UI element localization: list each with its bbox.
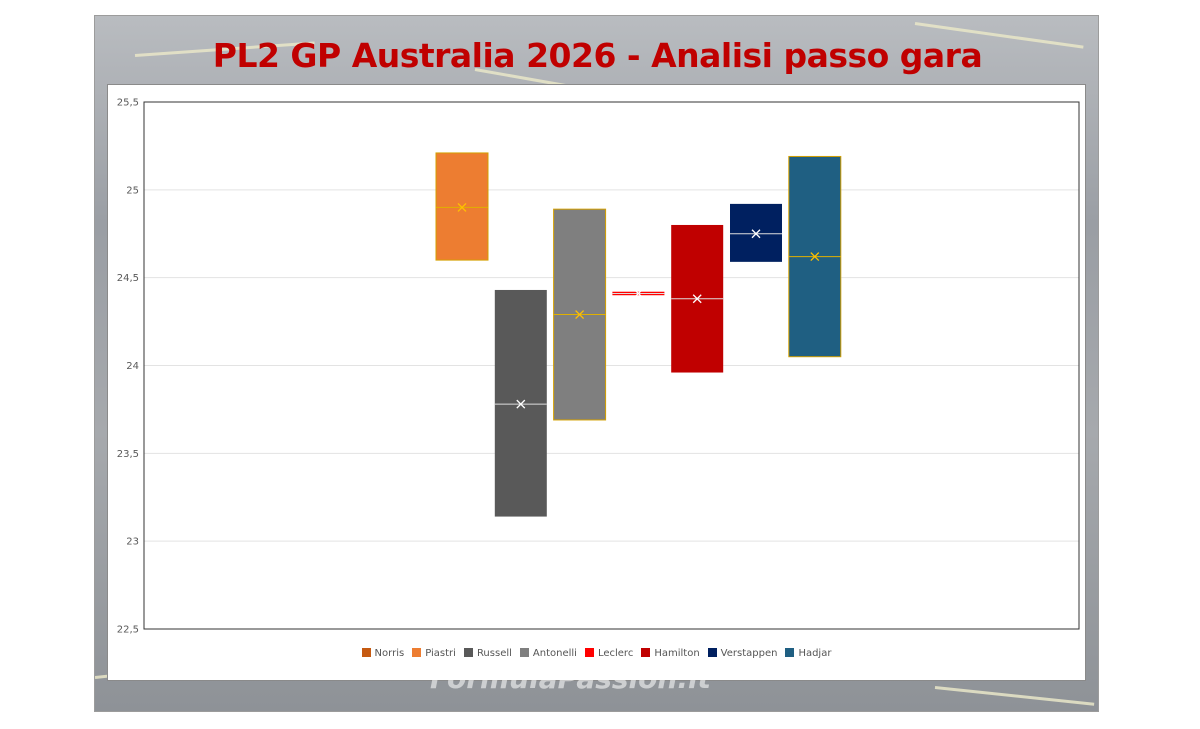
legend-label: Hamilton: [654, 648, 700, 659]
legend-label: Norris: [374, 648, 405, 659]
y-tick-label: 22,5: [117, 625, 139, 636]
y-axis: 22,5 23 23,5 24 24,5 25 25,5: [117, 98, 139, 636]
chart-frame: 22,5 23 23,5 24 24,5 25 25,5: [107, 84, 1086, 681]
legend-item-verstappen: Verstappen: [707, 648, 778, 659]
boxes-layer: [435, 152, 842, 517]
y-tick-label: 25: [126, 185, 139, 196]
legend-item-russell: Russell: [463, 648, 512, 659]
legend-label: Russell: [476, 648, 512, 659]
mean-marker-piastri: [457, 202, 467, 212]
legend-item-hadjar: Hadjar: [785, 648, 831, 659]
y-tick-label: 24,5: [117, 273, 139, 284]
mean-marker-hadjar: [810, 252, 820, 262]
legend-swatch: [463, 648, 473, 657]
legend-item-norris: Norris: [361, 648, 405, 659]
legend-swatch: [519, 648, 529, 657]
legend-swatch: [412, 648, 422, 657]
legend-swatch: [785, 648, 795, 657]
plot-area-border: [143, 101, 1080, 630]
legend-label: Piastri: [425, 648, 456, 659]
mean-marker-leclerc: [633, 289, 643, 298]
mean-marker-verstappen: [751, 229, 761, 239]
legend-label: Verstappen: [720, 648, 778, 659]
legend-label: Leclerc: [597, 648, 634, 659]
legend-swatch: [584, 648, 594, 657]
track-stripe: [934, 686, 1095, 706]
legend-label: Antonelli: [532, 648, 577, 659]
page-title: PL2 GP Australia 2026 - Analisi passo ga…: [212, 36, 983, 75]
watermark: FormulaPassion.it: [430, 662, 711, 695]
y-tick-label: 23,5: [117, 449, 139, 460]
chart-legend: Norris Piastri Russell Antonelli Leclerc Hami…: [107, 648, 1086, 659]
mean-marker-russell: [516, 399, 526, 409]
y-tick-label: 23: [126, 537, 139, 548]
legend-label: Hadjar: [798, 648, 832, 659]
mean-marker-hamilton: [692, 294, 702, 304]
legend-item-leclerc: Leclerc: [584, 648, 634, 659]
chart-svg: 22,5 23 23,5 24 24,5 25 25,5: [117, 98, 1080, 636]
mean-marker-antonelli: [575, 310, 585, 320]
legend-swatch: [707, 648, 717, 657]
y-tick-label: 24: [126, 361, 139, 372]
legend-swatch: [361, 648, 371, 657]
legend-item-hamilton: Hamilton: [641, 648, 700, 659]
legend-swatch: [641, 648, 651, 657]
legend-item-piastri: Piastri: [412, 648, 456, 659]
legend-item-antonelli: Antonelli: [519, 648, 577, 659]
y-tick-label: 25,5: [117, 98, 139, 109]
grid-layer: [144, 101, 1079, 630]
